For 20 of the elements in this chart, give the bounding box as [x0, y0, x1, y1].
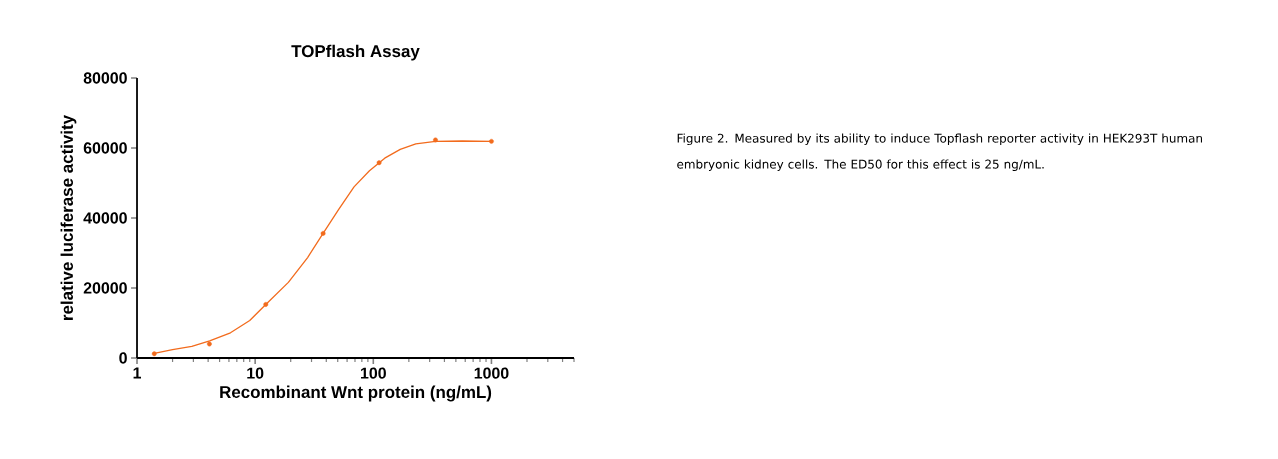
point — [489, 138, 494, 144]
y-tick-label: 20000 — [83, 282, 127, 294]
x-tick-label: 100 — [361, 367, 386, 379]
point — [433, 137, 438, 143]
point — [151, 351, 157, 357]
point — [263, 302, 269, 307]
x-tick-label: 10 — [247, 367, 264, 379]
y-tick-label: 60000 — [83, 142, 127, 154]
point — [320, 231, 326, 236]
y-tick-label: 80000 — [83, 72, 127, 84]
x-tick-label: 1 — [133, 367, 141, 379]
x-axis-title: Recombinant Wnt protein (ng/mL) — [220, 385, 492, 402]
caption: Figure 2. Measured by its ability to induce Topflash reporter activity in HEK293T human embryonic kidney cells. The ED50 for this effect is 25 ng/mL. — [677, 133, 1202, 171]
x-tick-label: 1000 — [474, 367, 509, 379]
y-axis-title: relative luciferase activity — [60, 115, 77, 320]
y-tick-label: 40000 — [83, 212, 127, 224]
point — [207, 341, 212, 347]
y-tick-label: 0 — [119, 352, 127, 364]
point — [376, 160, 382, 166]
chart-title: TOPflash Assay — [291, 44, 420, 61]
